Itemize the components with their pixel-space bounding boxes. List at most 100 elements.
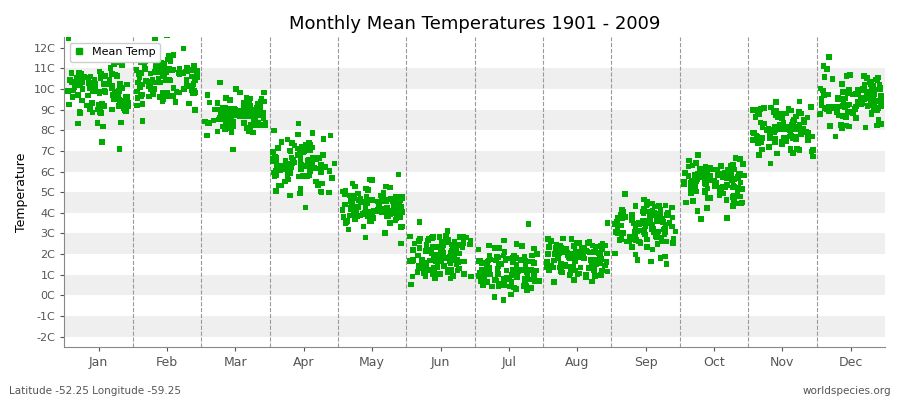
Point bbox=[386, 205, 400, 211]
Point bbox=[75, 79, 89, 86]
Point bbox=[764, 104, 778, 110]
Point bbox=[406, 247, 420, 253]
Point bbox=[683, 180, 698, 186]
Point bbox=[560, 264, 574, 270]
Point bbox=[791, 126, 806, 132]
Point bbox=[665, 214, 680, 221]
Point bbox=[117, 100, 131, 106]
Point bbox=[569, 248, 583, 254]
Bar bbox=[65, 316, 885, 337]
Point bbox=[298, 204, 312, 211]
Point bbox=[425, 235, 439, 241]
Point bbox=[278, 158, 293, 164]
Point bbox=[521, 221, 535, 227]
Point bbox=[600, 250, 615, 256]
Point bbox=[72, 70, 86, 76]
Point bbox=[527, 278, 542, 285]
Point bbox=[823, 123, 837, 129]
Point bbox=[403, 281, 418, 288]
Point bbox=[857, 86, 871, 92]
Point bbox=[232, 113, 247, 120]
Point bbox=[703, 173, 717, 179]
Point bbox=[83, 85, 97, 92]
Point bbox=[104, 65, 118, 71]
Point bbox=[652, 211, 667, 217]
Point bbox=[685, 177, 699, 184]
Point bbox=[269, 172, 284, 178]
Point bbox=[379, 183, 393, 190]
Point bbox=[724, 173, 739, 179]
Point bbox=[139, 77, 153, 84]
Point bbox=[111, 92, 125, 99]
Point bbox=[449, 246, 464, 252]
Point bbox=[130, 67, 144, 73]
Bar bbox=[65, 130, 885, 151]
Point bbox=[568, 267, 582, 274]
Point bbox=[551, 255, 565, 261]
Point bbox=[120, 97, 134, 104]
Point bbox=[427, 265, 441, 271]
Point bbox=[200, 132, 214, 139]
Point bbox=[632, 238, 646, 245]
Point bbox=[728, 175, 742, 182]
Point bbox=[773, 126, 788, 132]
Point bbox=[648, 203, 662, 210]
Point bbox=[156, 90, 170, 96]
Point bbox=[394, 224, 409, 230]
Point bbox=[220, 111, 234, 117]
Point bbox=[763, 135, 778, 141]
Point bbox=[576, 253, 590, 259]
Point bbox=[395, 193, 410, 200]
Point bbox=[312, 156, 327, 162]
Point bbox=[358, 234, 373, 241]
Point bbox=[502, 276, 517, 283]
Point bbox=[422, 247, 436, 253]
Point bbox=[850, 90, 865, 96]
Point bbox=[358, 203, 373, 209]
Point bbox=[283, 147, 297, 154]
Point bbox=[518, 257, 532, 264]
Point bbox=[222, 110, 237, 117]
Point bbox=[338, 188, 353, 194]
Point bbox=[555, 269, 570, 276]
Point bbox=[236, 108, 250, 114]
Point bbox=[380, 214, 394, 220]
Point bbox=[654, 235, 669, 241]
Point bbox=[689, 176, 704, 182]
Point bbox=[864, 98, 878, 104]
Point bbox=[359, 185, 374, 192]
Point bbox=[831, 94, 845, 101]
Point bbox=[668, 228, 682, 235]
Point bbox=[146, 50, 160, 56]
Point bbox=[540, 258, 554, 265]
Point bbox=[224, 129, 238, 136]
Point bbox=[456, 233, 471, 240]
Point bbox=[715, 162, 729, 169]
Point bbox=[363, 218, 377, 224]
Point bbox=[302, 157, 316, 163]
Point bbox=[294, 162, 309, 169]
Point bbox=[725, 203, 740, 209]
Point bbox=[769, 126, 783, 133]
Point bbox=[579, 248, 593, 254]
Point bbox=[491, 283, 506, 290]
Point bbox=[309, 178, 323, 185]
Point bbox=[180, 68, 194, 74]
Point bbox=[845, 92, 859, 98]
Point bbox=[826, 104, 841, 111]
Point bbox=[480, 265, 494, 271]
Point bbox=[135, 81, 149, 88]
Point bbox=[498, 249, 512, 255]
Point bbox=[219, 108, 233, 114]
Point bbox=[269, 157, 284, 164]
Point bbox=[524, 276, 538, 283]
Point bbox=[843, 108, 858, 115]
Point bbox=[445, 248, 459, 254]
Point bbox=[412, 245, 427, 251]
Point bbox=[491, 271, 505, 277]
Point bbox=[143, 70, 157, 76]
Point bbox=[562, 254, 577, 261]
Point bbox=[216, 116, 230, 123]
Point bbox=[237, 99, 251, 106]
Point bbox=[583, 257, 598, 263]
